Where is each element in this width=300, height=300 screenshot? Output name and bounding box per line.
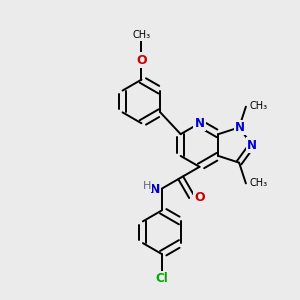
Text: CH₃: CH₃ <box>250 178 268 188</box>
Text: N: N <box>194 117 205 130</box>
Text: N: N <box>235 121 245 134</box>
Text: N: N <box>247 139 257 152</box>
Text: H: H <box>142 181 151 191</box>
Text: O: O <box>194 191 205 204</box>
Text: CH₃: CH₃ <box>132 31 151 40</box>
Text: Cl: Cl <box>155 272 168 285</box>
Text: O: O <box>136 53 147 67</box>
Text: CH₃: CH₃ <box>250 101 268 111</box>
Text: N: N <box>149 183 160 196</box>
